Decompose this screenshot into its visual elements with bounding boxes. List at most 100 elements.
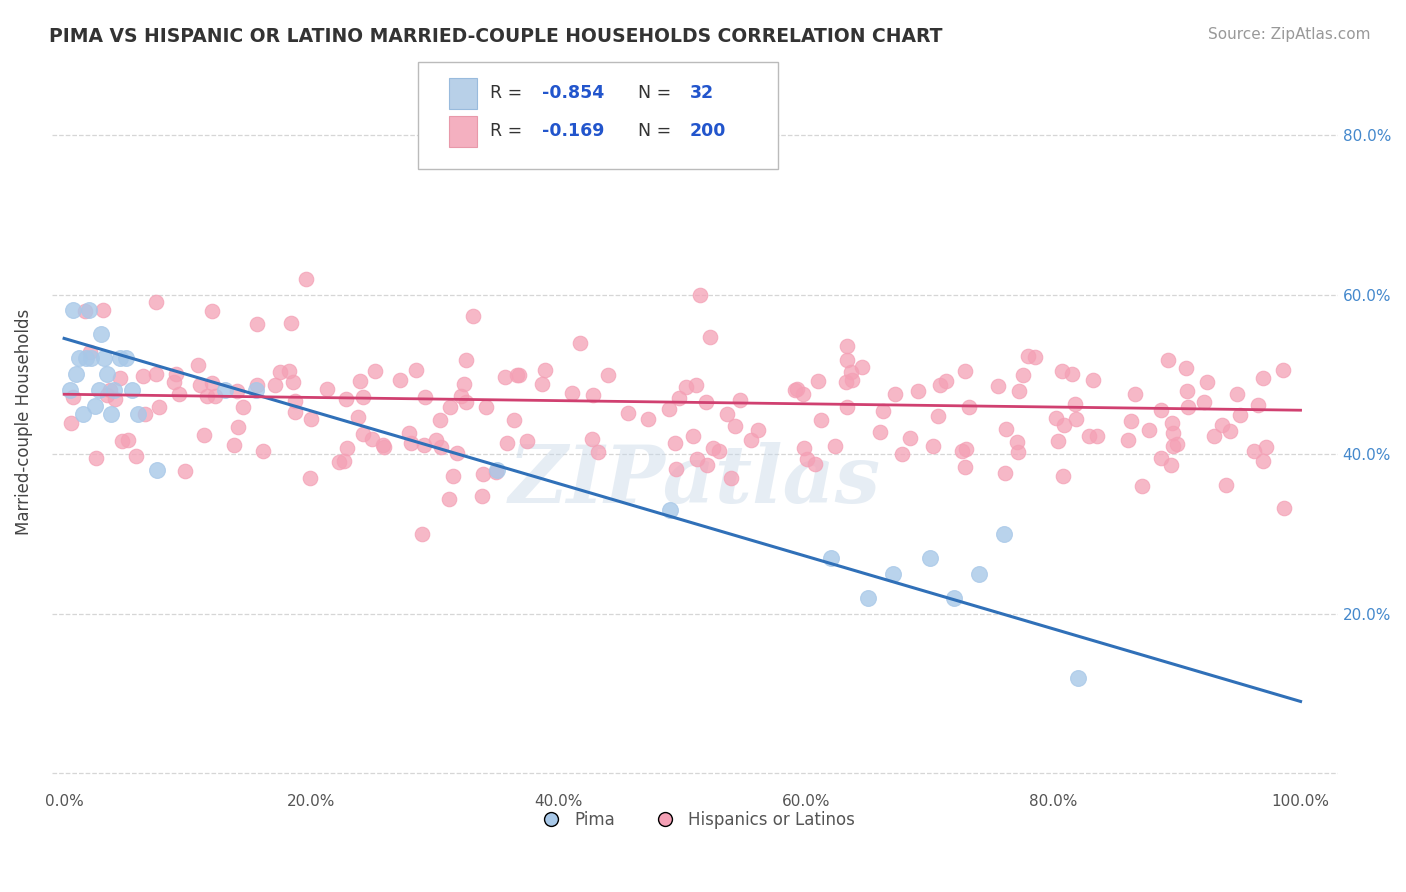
FancyBboxPatch shape [449,78,478,109]
FancyBboxPatch shape [418,62,779,169]
Point [1064,411,1087,425]
Point [1150,402,1173,417]
Point [77,303,100,318]
Point [1192,394,1215,409]
Point [839,365,862,379]
Point [586,444,609,458]
Point [246,378,269,392]
Point [943,591,966,605]
Point [582,387,605,401]
Point [80,351,103,366]
Point [67,351,90,366]
Point [502,413,524,427]
Point [1247,398,1270,412]
Point [429,440,451,454]
Text: PIMA VS HISPANIC OR LATINO MARRIED-COUPLE HOUSEHOLDS CORRELATION CHART: PIMA VS HISPANIC OR LATINO MARRIED-COUPL… [49,27,942,45]
Point [695,395,717,409]
Point [352,390,374,404]
Point [496,435,519,450]
Point [598,368,620,383]
Point [957,400,980,414]
Point [201,304,224,318]
Point [835,401,858,415]
Point [1083,373,1105,387]
Point [1137,423,1160,437]
Point [472,467,495,481]
Point [103,384,125,398]
Point [328,455,350,469]
Point [928,377,950,392]
Text: N =: N = [638,85,676,103]
Point [437,491,460,506]
Point [696,458,718,472]
Point [335,392,357,406]
Point [824,439,846,453]
Point [415,390,437,404]
Point [201,376,224,390]
Point [411,527,433,541]
Point [835,375,858,389]
Point [882,566,904,581]
Point [856,591,879,605]
Point [333,454,356,468]
Point [62,303,84,318]
Point [533,362,555,376]
Point [62,391,84,405]
Point [72,407,94,421]
Point [264,378,287,392]
Point [682,428,704,442]
Point [1121,414,1143,428]
Point [637,411,659,425]
Point [1024,350,1046,364]
Point [96,388,118,402]
Point [284,405,307,419]
Point [186,358,208,372]
Point [90,327,112,342]
Point [658,401,681,416]
Point [890,447,912,461]
Point [121,384,143,398]
Point [1226,386,1249,401]
Point [125,449,148,463]
Text: 200: 200 [689,122,725,140]
Point [456,353,478,368]
Point [108,371,131,385]
Point [1229,408,1251,422]
Point [75,351,97,366]
Point [453,377,475,392]
Point [1272,500,1295,515]
Point [228,420,250,434]
Point [994,466,1017,480]
Point [1219,425,1241,439]
Point [284,394,307,409]
Point [720,471,742,485]
Point [1163,439,1185,453]
Point [485,466,508,480]
Point [1157,353,1180,368]
Point [884,387,907,401]
Point [388,373,411,387]
Text: N =: N = [638,122,676,140]
Point [1163,426,1185,441]
FancyBboxPatch shape [449,116,478,147]
Point [927,409,949,424]
Text: R =: R = [491,85,529,103]
Point [796,452,818,467]
Point [117,433,139,447]
Point [1011,368,1033,382]
Text: Source: ZipAtlas.com: Source: ZipAtlas.com [1208,27,1371,42]
Point [685,378,707,392]
Point [993,527,1015,541]
Point [922,439,945,453]
Point [531,376,554,391]
Point [429,413,451,427]
Point [59,384,82,398]
Point [405,362,427,376]
Point [955,460,977,475]
Point [724,418,747,433]
Point [1045,410,1067,425]
Text: -0.854: -0.854 [541,85,605,103]
Point [277,363,299,377]
Point [494,370,516,384]
Point [145,295,167,310]
